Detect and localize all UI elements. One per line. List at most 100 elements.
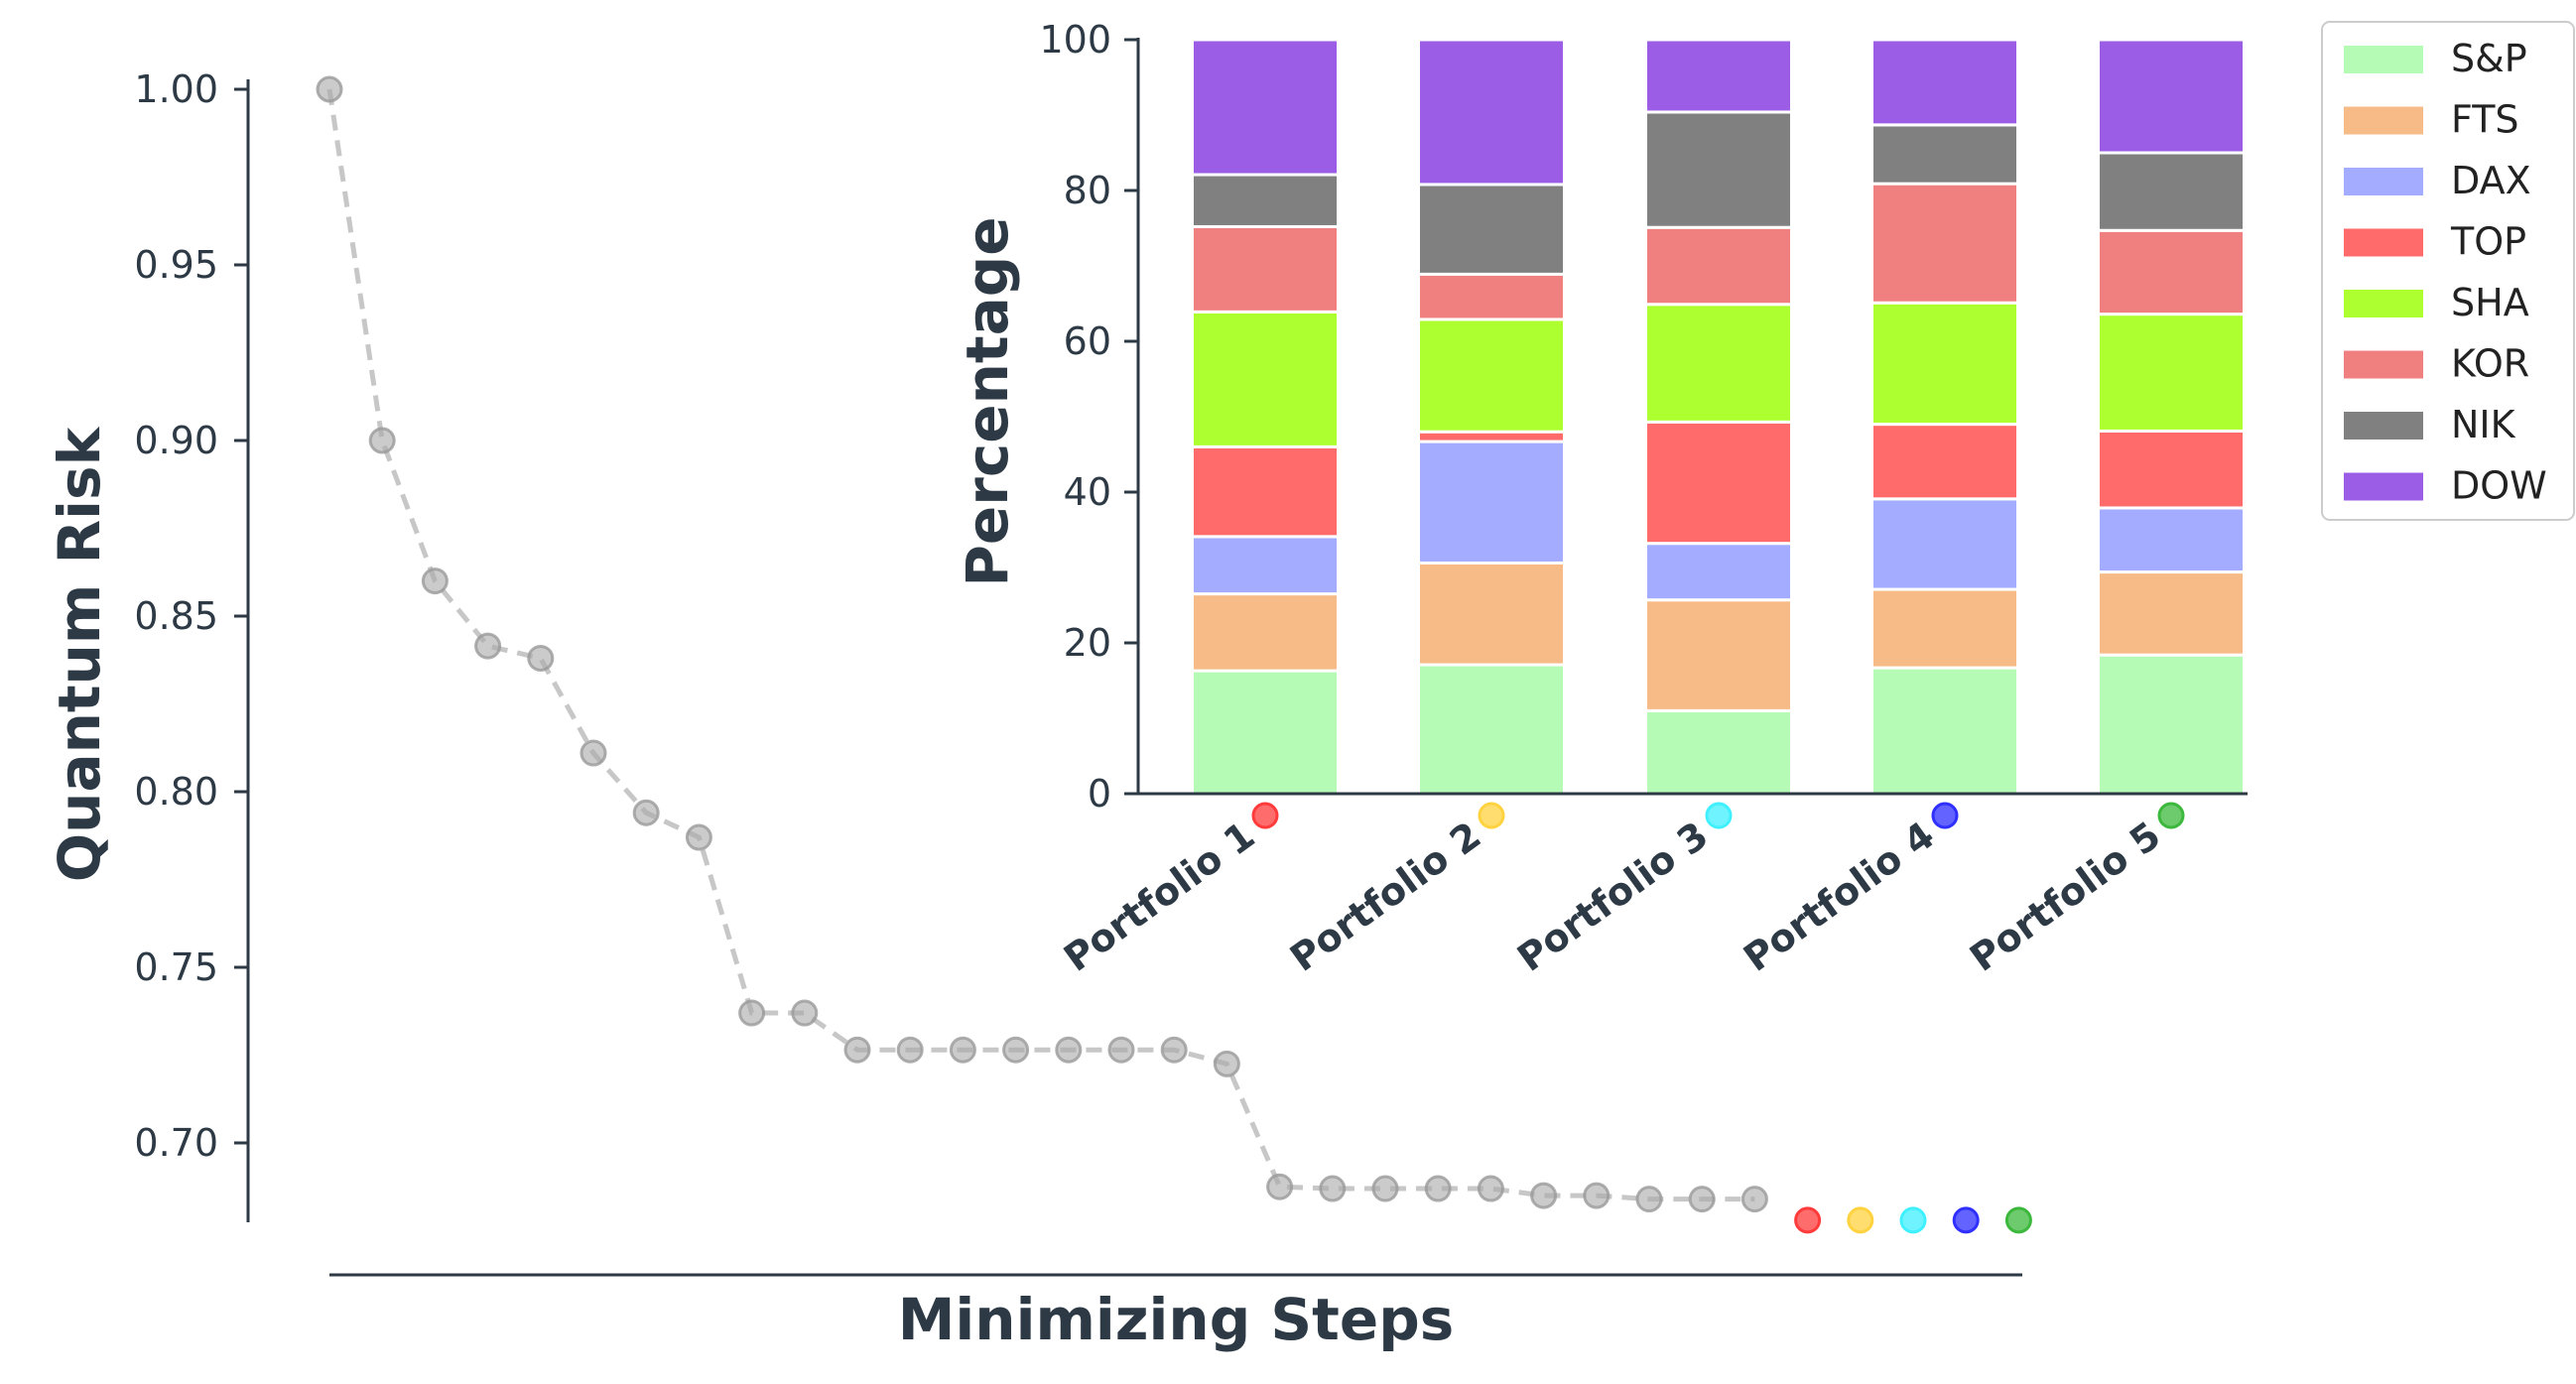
legend-swatch [2344,168,2423,195]
risk-point [1055,1036,1083,1064]
portfolio-risk-markers [1794,1206,2032,1234]
bar-y-tick-label: 20 [1064,621,1111,665]
bar-x-tick-label: Portfolio 4 [1736,814,1942,980]
bar-segment [2097,429,2246,510]
portfolio-risk-marker [1952,1206,1980,1234]
legend-swatch [2344,106,2423,135]
legend-swatch [2344,472,2423,501]
risk-point [896,1036,924,1064]
bar-x-tick-label: Portfolio 1 [1056,814,1262,980]
risk-y-tick-label: 1.00 [134,67,218,111]
bar-segment [1870,123,2019,186]
risk-point [1740,1186,1768,1213]
bar-segment [1644,303,1793,424]
portfolio-marker [2157,802,2185,829]
risk-point [738,999,766,1027]
risk-y-tick-label: 0.80 [134,770,218,814]
risk-point [1371,1175,1399,1202]
risk-point [1266,1173,1294,1200]
risk-point [1477,1175,1504,1202]
bar-segment [1870,587,2019,670]
bar-y-tick-label: 60 [1064,319,1111,363]
risk-y-axis-label: Quantum Risk [46,426,113,882]
bar-segment [2097,313,2246,433]
portfolio-marker [1251,802,1279,829]
bar-y-tick-label: 100 [1039,18,1111,62]
legend-label: TOP [2450,220,2526,264]
portfolio-risk-marker [1794,1206,1822,1234]
bar-segment [2097,653,2246,796]
bar-segment [1417,38,1566,187]
bar-segment [1644,225,1793,307]
bar-stacks [1191,38,2246,796]
legend-label: DOW [2451,464,2547,508]
risk-point [1319,1175,1347,1202]
legend-label: FTS [2451,98,2519,142]
legend-label: KOR [2451,342,2529,386]
legend-swatch [2344,46,2423,73]
risk-points [316,75,1768,1213]
risk-point [1635,1186,1663,1213]
risk-point [580,739,607,767]
bar-segment [2097,228,2246,316]
risk-y-tick-label: 0.95 [134,243,218,287]
risk-point [632,799,660,826]
bar-segment [2097,570,2246,657]
bar-segment [1191,669,1340,796]
bar-x-tick-label: Portfolio 3 [1509,814,1716,980]
bar-segment [1644,542,1793,602]
legend-label: DAX [2451,159,2531,202]
bar-segment [1870,423,2019,501]
risk-point [1107,1036,1135,1064]
bar-x-tick-label: Portfolio 5 [1962,814,2168,980]
bar-segment [1870,38,2019,127]
risk-line [326,88,1755,1202]
risk-point [1160,1036,1188,1064]
risk-point [1530,1182,1558,1209]
portfolio-risk-marker [1847,1206,1874,1234]
bar-x-ticks: Portfolio 1 Portfolio 2 Portfolio 3 Portfol… [1056,802,2185,980]
bar-segment [1644,420,1793,546]
bar-y-tick-label: 40 [1064,470,1111,514]
risk-point [685,823,712,851]
risk-point [316,75,343,103]
risk-point [843,1036,871,1064]
risk-x-axis-label: Minimizing Steps [898,1286,1455,1353]
risk-y-tick-label: 0.75 [134,945,218,989]
risk-point [1002,1036,1030,1064]
risk-point [1688,1186,1716,1213]
bar-segment [2097,506,2246,574]
bar-segment [1191,173,1340,228]
portfolio-risk-marker [2004,1206,2032,1234]
bar-segment [1191,224,1340,314]
legend-swatch [2344,412,2423,440]
bar-x-tick-label: Portfolio 2 [1282,814,1488,980]
risk-point [791,999,819,1027]
bar-segment [1644,110,1793,229]
risk-point [1583,1182,1610,1209]
bar-segment [1870,666,2019,796]
portfolio-marker [1931,802,1959,829]
risk-y-tick-label: 0.85 [134,594,218,638]
legend-frame [2321,21,2575,521]
portfolio-marker [1705,802,1733,829]
risk-point [1424,1175,1452,1202]
risk-line-chart: 0.70 0.75 0.80 0.85 0.90 0.95 1.00 Quantum Ris… [46,67,2032,1353]
bar-segment [1417,561,1566,667]
portfolio-marker [1478,802,1505,829]
bar-y-ticks: 0 20 40 60 80 100 [1039,18,1138,816]
bar-segment [1191,444,1340,539]
bar-segment [1191,310,1340,448]
legend-items: S&P FTS DAX TOP SHA KOR NIK DOW [2344,37,2547,508]
legend: S&P FTS DAX TOP SHA KOR NIK DOW [2321,21,2575,521]
bar-segment [1191,535,1340,596]
bar-y-tick-label: 80 [1064,169,1111,212]
risk-y-ticks: 0.70 0.75 0.80 0.85 0.90 0.95 1.00 [134,67,248,1165]
risk-y-tick-label: 0.70 [134,1121,218,1165]
bar-segment [1417,440,1566,565]
risk-point [421,567,449,595]
bar-segment [1191,592,1340,673]
bar-y-tick-label: 0 [1088,772,1111,816]
bar-segment [2097,151,2246,232]
